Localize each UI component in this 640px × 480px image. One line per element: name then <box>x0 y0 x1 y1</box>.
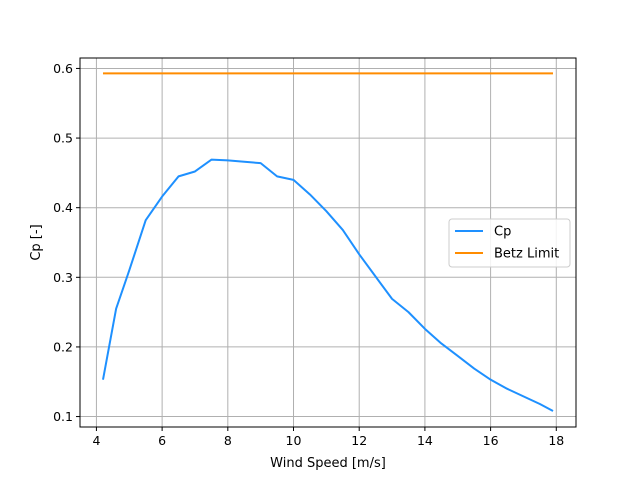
series-group <box>102 72 554 412</box>
legend: Cp Betz Limit <box>448 218 571 268</box>
x-tick-label: 12 <box>351 433 367 448</box>
y-tick-label: 0.3 <box>53 270 73 285</box>
y-axis-ticks: 0.1 0.2 0.3 0.4 0.5 0.6 <box>53 61 80 424</box>
y-tick-label: 0.2 <box>53 339 73 354</box>
legend-label-betz-limit: Betz Limit <box>494 247 559 262</box>
x-tick-label: 16 <box>483 433 499 448</box>
y-axis-label: Cp [-] <box>29 224 44 260</box>
y-tick-label: 0.5 <box>53 131 73 146</box>
x-tick-label: 8 <box>224 433 232 448</box>
x-axis-ticks: 4 6 8 10 12 14 16 18 <box>92 427 564 448</box>
y-tick-label: 0.4 <box>53 200 73 215</box>
plot-frame <box>79 57 577 428</box>
grid <box>80 58 576 427</box>
y-tick-label: 0.1 <box>53 409 73 424</box>
series-line-cp <box>102 158 554 412</box>
x-tick-label: 10 <box>286 433 302 448</box>
y-tick-label: 0.6 <box>53 61 73 76</box>
x-tick-label: 4 <box>92 433 100 448</box>
x-axis-label: Wind Speed [m/s] <box>270 456 386 471</box>
x-tick-label: 18 <box>548 433 564 448</box>
x-tick-label: 6 <box>158 433 166 448</box>
legend-label-cp: Cp <box>494 225 511 240</box>
x-tick-label: 14 <box>417 433 433 448</box>
